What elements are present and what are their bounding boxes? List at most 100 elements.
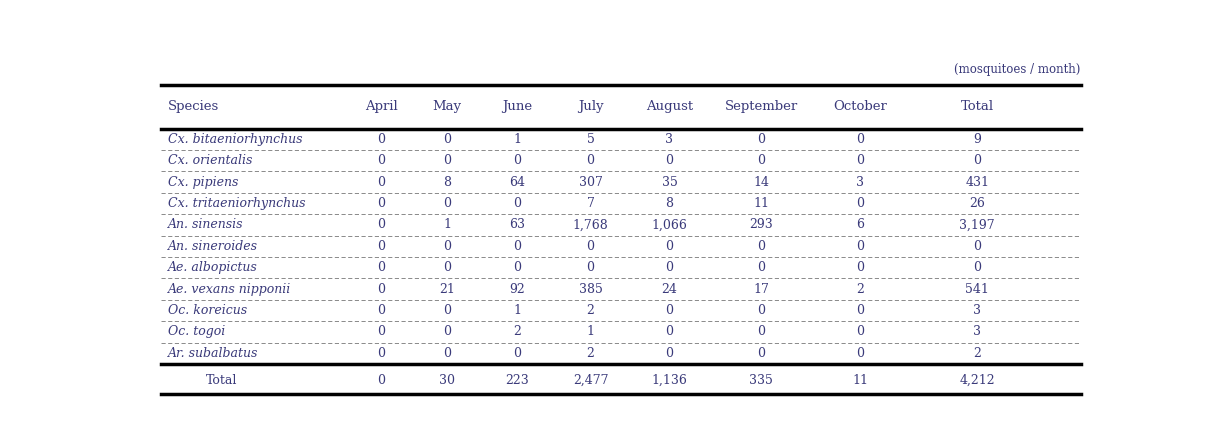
Text: 2,477: 2,477 — [573, 374, 608, 387]
Text: 0: 0 — [586, 240, 595, 253]
Text: August: August — [645, 101, 693, 114]
Text: 0: 0 — [378, 374, 385, 387]
Text: 17: 17 — [753, 283, 769, 296]
Text: Total: Total — [206, 374, 237, 387]
Text: 2: 2 — [586, 304, 595, 317]
Text: 64: 64 — [510, 176, 526, 189]
Text: 8: 8 — [665, 197, 673, 210]
Text: 0: 0 — [974, 261, 981, 274]
Text: 0: 0 — [443, 154, 450, 167]
Text: 0: 0 — [443, 240, 450, 253]
Text: 92: 92 — [510, 283, 526, 296]
Text: 0: 0 — [665, 325, 673, 338]
Text: (mosquitoes / month): (mosquitoes / month) — [954, 63, 1080, 76]
Text: 0: 0 — [856, 325, 863, 338]
Text: April: April — [365, 101, 397, 114]
Text: Oc. koreicus: Oc. koreicus — [168, 304, 247, 317]
Text: 0: 0 — [856, 133, 863, 146]
Text: 0: 0 — [378, 219, 385, 232]
Text: 0: 0 — [586, 261, 595, 274]
Text: Ar. subalbatus: Ar. subalbatus — [168, 347, 259, 360]
Text: 0: 0 — [856, 261, 863, 274]
Text: Total: Total — [960, 101, 994, 114]
Text: 0: 0 — [443, 325, 450, 338]
Text: 0: 0 — [974, 154, 981, 167]
Text: 0: 0 — [856, 240, 863, 253]
Text: 431: 431 — [965, 176, 989, 189]
Text: 0: 0 — [665, 154, 673, 167]
Text: 4,212: 4,212 — [959, 374, 995, 387]
Text: 11: 11 — [753, 197, 769, 210]
Text: 26: 26 — [969, 197, 986, 210]
Text: 2: 2 — [856, 283, 863, 296]
Text: 2: 2 — [586, 347, 595, 360]
Text: 0: 0 — [443, 347, 450, 360]
Text: 3: 3 — [665, 133, 673, 146]
Text: 1,066: 1,066 — [652, 219, 688, 232]
Text: 2: 2 — [974, 347, 981, 360]
Text: 0: 0 — [378, 347, 385, 360]
Text: 14: 14 — [753, 176, 769, 189]
Text: 0: 0 — [974, 240, 981, 253]
Text: 0: 0 — [378, 240, 385, 253]
Text: 335: 335 — [750, 374, 774, 387]
Text: 5: 5 — [586, 133, 595, 146]
Text: May: May — [432, 101, 461, 114]
Text: 24: 24 — [661, 283, 677, 296]
Text: 0: 0 — [378, 154, 385, 167]
Text: 1: 1 — [586, 325, 595, 338]
Text: 0: 0 — [513, 154, 522, 167]
Text: 0: 0 — [757, 240, 765, 253]
Text: 1: 1 — [443, 219, 450, 232]
Text: 0: 0 — [757, 325, 765, 338]
Text: 0: 0 — [757, 133, 765, 146]
Text: 63: 63 — [510, 219, 526, 232]
Text: 0: 0 — [443, 261, 450, 274]
Text: 9: 9 — [974, 133, 981, 146]
Text: 0: 0 — [513, 261, 522, 274]
Text: 0: 0 — [665, 304, 673, 317]
Text: 0: 0 — [856, 347, 863, 360]
Text: 0: 0 — [856, 154, 863, 167]
Text: July: July — [578, 101, 603, 114]
Text: 1: 1 — [513, 304, 522, 317]
Text: 0: 0 — [856, 197, 863, 210]
Text: Ae. albopictus: Ae. albopictus — [168, 261, 258, 274]
Text: 0: 0 — [378, 283, 385, 296]
Text: 385: 385 — [579, 283, 603, 296]
Text: 0: 0 — [378, 197, 385, 210]
Text: September: September — [725, 101, 798, 114]
Text: 0: 0 — [757, 304, 765, 317]
Text: 0: 0 — [378, 261, 385, 274]
Text: 0: 0 — [856, 304, 863, 317]
Text: 0: 0 — [443, 197, 450, 210]
Text: 0: 0 — [513, 197, 522, 210]
Text: An. sinensis: An. sinensis — [168, 219, 243, 232]
Text: 0: 0 — [757, 347, 765, 360]
Text: June: June — [503, 101, 533, 114]
Text: Ae. vexans nipponii: Ae. vexans nipponii — [168, 283, 292, 296]
Text: 0: 0 — [586, 154, 595, 167]
Text: 7: 7 — [586, 197, 595, 210]
Text: 0: 0 — [378, 304, 385, 317]
Text: 1,136: 1,136 — [652, 374, 688, 387]
Text: 3: 3 — [974, 325, 981, 338]
Text: Oc. togoi: Oc. togoi — [168, 325, 225, 338]
Text: 0: 0 — [443, 133, 450, 146]
Text: October: October — [833, 101, 886, 114]
Text: Cx. pipiens: Cx. pipiens — [168, 176, 239, 189]
Text: 11: 11 — [853, 374, 868, 387]
Text: 0: 0 — [443, 304, 450, 317]
Text: 293: 293 — [750, 219, 774, 232]
Text: 21: 21 — [440, 283, 455, 296]
Text: 0: 0 — [513, 240, 522, 253]
Text: 0: 0 — [757, 154, 765, 167]
Text: 8: 8 — [443, 176, 450, 189]
Text: 3,197: 3,197 — [959, 219, 995, 232]
Text: 1,768: 1,768 — [573, 219, 608, 232]
Text: 3: 3 — [974, 304, 981, 317]
Text: 0: 0 — [665, 240, 673, 253]
Text: Cx. bitaeniorhynchus: Cx. bitaeniorhynchus — [168, 133, 303, 146]
Text: 2: 2 — [513, 325, 522, 338]
Text: 0: 0 — [757, 261, 765, 274]
